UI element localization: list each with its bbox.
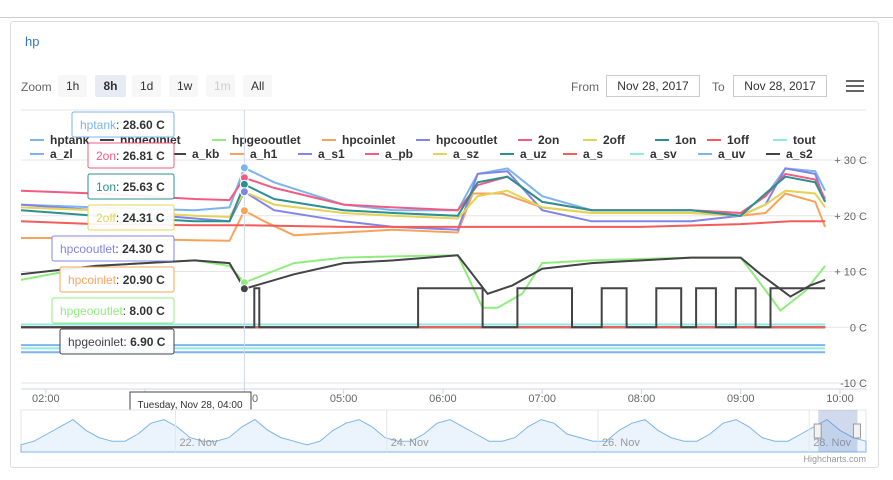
zoom-button-1w[interactable]: 1w — [169, 75, 198, 97]
navigator-handle-right[interactable] — [852, 423, 861, 439]
tooltip-box-hpgeoinlet — [59, 328, 175, 355]
tooltip-item-2on: 2on: 26.81 C — [96, 149, 165, 163]
legend-item-hpcoinlet[interactable]: hpcoinlet — [342, 133, 395, 147]
x-tick-label: 02:00 — [32, 393, 60, 405]
series-line-hpcoinlet — [21, 192, 827, 242]
zoom-label: Zoom — [21, 80, 52, 94]
legend-item-tout[interactable]: tout — [793, 133, 816, 147]
legend-item-a_s[interactable]: a_s — [583, 147, 603, 161]
tooltip-box-hpgeooutlet — [51, 297, 175, 324]
series-line-1on — [20, 175, 826, 223]
zoom-button-1d[interactable]: 1d — [132, 75, 161, 97]
zoom-button-all[interactable]: All — [243, 75, 272, 97]
tooltip-marker-hptank — [239, 163, 249, 173]
legend-item-a_kb[interactable]: a_kb — [192, 147, 219, 161]
zoom-button-1m: 1m — [206, 75, 235, 97]
tooltip-item-hpcoinlet: hpcoinlet: 20.90 C — [68, 273, 165, 287]
navigator-selection — [818, 410, 858, 452]
series-line-hpgeoinlet — [21, 287, 826, 329]
tooltip-item-1on: 1on: 25.63 C — [96, 180, 165, 194]
legend-item-2off[interactable]: 2off — [603, 133, 626, 147]
x-tick-label: 08:00 — [628, 393, 656, 405]
x-tick-label: 06:00 — [429, 393, 457, 405]
legend-item-a_zl[interactable]: a_zl — [50, 147, 73, 161]
tooltip-marker-hpcoinlet — [239, 206, 249, 216]
navigator-label: 24. Nov — [391, 437, 429, 449]
legend-item-a_s2[interactable]: a_s2 — [786, 147, 813, 161]
zoom-button-1h[interactable]: 1h — [58, 75, 87, 97]
legend-item-a_h1[interactable]: a_h1 — [250, 147, 278, 161]
tooltip-box-1on — [87, 173, 175, 200]
legend-item-1off[interactable]: 1off — [727, 133, 750, 147]
tooltip-marker-1on — [239, 179, 249, 189]
window-top-edge — [0, 0, 893, 18]
tooltip-marker-hpcooutlet — [239, 187, 249, 197]
zoom-button-8h[interactable]: 8h — [95, 75, 126, 97]
y-tick-label: -10 C — [840, 378, 867, 390]
hamburger-menu-icon[interactable] — [846, 80, 864, 94]
credits-link[interactable]: Highcharts.com — [803, 454, 866, 464]
x-tick-label: 09:00 — [727, 393, 755, 405]
navigator-series — [20, 418, 867, 453]
series-line-2on — [20, 172, 826, 215]
legend-item-a_uv[interactable]: a_uv — [718, 147, 746, 161]
series-line-2off — [20, 189, 826, 220]
to-label: To — [712, 80, 725, 94]
page-title: hp — [25, 34, 40, 49]
legend-item-a_pb[interactable]: a_pb — [385, 147, 413, 161]
x-tick-label: 07:00 — [528, 393, 556, 405]
navigator-handle-left[interactable] — [813, 423, 822, 439]
tooltip-box-hpcoinlet — [59, 266, 175, 293]
tooltip-item-hpcooutlet: hpcooutlet: 24.30 C — [60, 242, 164, 256]
tooltip-item-hpgeoinlet: hpgeoinlet: 6.90 C — [68, 335, 166, 349]
tooltip-box-hpcooutlet — [51, 235, 175, 262]
x-tick-label: 10:00 — [826, 393, 854, 405]
tooltip-item-hptank: hptank: 28.60 C — [80, 118, 165, 132]
tooltip-marker-hpgeoinlet — [239, 284, 249, 294]
legend-item-hpgeooutlet[interactable]: hpgeooutlet — [232, 133, 301, 147]
from-date-input[interactable]: Nov 28, 2017 — [606, 75, 700, 97]
legend-item-a_sz[interactable]: a_sz — [453, 147, 479, 161]
y-tick-label: + 10 C — [834, 267, 867, 279]
legend-item-2on[interactable]: 2on — [538, 133, 559, 147]
to-date-input[interactable]: Nov 28, 2017 — [733, 75, 827, 97]
y-tick-label: + 30 C — [834, 155, 867, 167]
tooltip-box-2off — [87, 204, 175, 231]
navigator-label: 22. Nov — [179, 437, 217, 449]
legend-item-a_uz[interactable]: a_uz — [520, 147, 547, 161]
tooltip-item-hpgeooutlet: hpgeooutlet: 8.00 C — [60, 304, 165, 318]
navigator-area — [20, 409, 867, 453]
legend-item-1on[interactable]: 1on — [675, 133, 696, 147]
legend-item-a_s1[interactable]: a_s1 — [318, 147, 345, 161]
navigator-label: 28. Nov — [813, 437, 851, 449]
legend-item-a_sv[interactable]: a_sv — [650, 147, 677, 161]
series-line-a_s2 — [20, 254, 826, 298]
tooltip-time-label: Tuesday, Nov 28, 04:00 — [137, 400, 243, 411]
tooltip-box-2on — [87, 142, 175, 169]
navigator-label: 26. Nov — [602, 437, 640, 449]
legend-item-hpcooutlet[interactable]: hpcooutlet — [436, 133, 497, 147]
from-label: From — [571, 80, 599, 94]
y-tick-label: + 20 C — [834, 211, 867, 223]
tooltip-item-2off: 2off: 24.31 C — [96, 211, 165, 225]
tooltip-box-hptank — [71, 111, 175, 138]
y-tick-label: 0 C — [850, 322, 867, 334]
x-tick-label: 05:00 — [330, 393, 358, 405]
